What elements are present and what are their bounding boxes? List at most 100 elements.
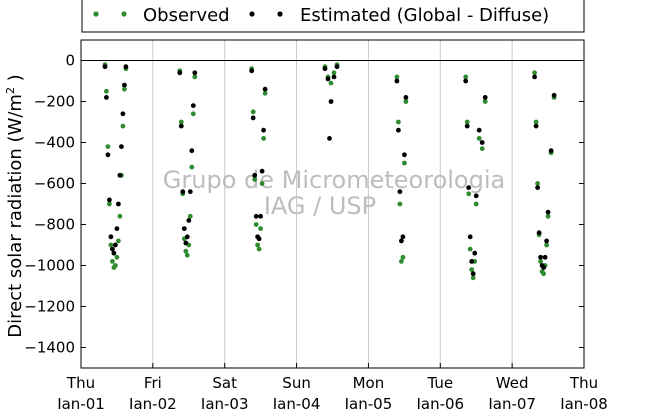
data-point xyxy=(122,82,127,88)
data-point xyxy=(399,238,404,244)
x-tick-label-day: Thu xyxy=(66,374,95,392)
legend: Observed Estimated (Global - Diffuse) xyxy=(81,0,585,33)
data-point xyxy=(535,185,540,191)
data-point xyxy=(114,254,120,260)
series-estimated xyxy=(102,64,557,277)
data-point xyxy=(325,76,331,82)
x-tick-label-date: Jan-06 xyxy=(415,395,464,409)
watermark-line-2: IAG / USP xyxy=(264,192,376,220)
data-point xyxy=(192,74,198,80)
legend-label-observed: Observed xyxy=(143,5,230,26)
watermark: Grupo de Micrometeorologia IAG / USP xyxy=(163,166,505,220)
data-point xyxy=(183,248,189,254)
data-point xyxy=(104,88,109,94)
y-tick-label: −1000 xyxy=(24,257,75,275)
data-point xyxy=(250,109,256,115)
data-point xyxy=(400,254,406,260)
data-point xyxy=(541,265,546,270)
data-point xyxy=(466,191,472,197)
legend-marker-observed xyxy=(93,11,99,17)
data-point xyxy=(328,99,334,104)
data-point xyxy=(472,250,478,256)
data-point xyxy=(544,238,549,244)
data-point xyxy=(190,103,196,108)
x-tick-label-day: Tue xyxy=(426,374,453,392)
x-tick-label-day: Thu xyxy=(569,374,598,392)
data-point xyxy=(532,70,537,76)
x-tick-label-date: Jan-03 xyxy=(200,395,249,409)
data-point xyxy=(113,263,118,268)
y-axis-label-sup: 2 xyxy=(4,87,17,94)
data-point xyxy=(533,123,539,129)
x-tick-label-date: Jan-07 xyxy=(487,395,536,409)
data-point xyxy=(464,123,470,129)
data-point xyxy=(545,209,551,215)
data-point xyxy=(110,259,115,264)
data-point xyxy=(402,152,407,158)
data-point xyxy=(400,234,406,240)
data-point xyxy=(117,213,123,219)
data-point xyxy=(482,99,488,104)
data-point xyxy=(261,136,266,141)
data-point xyxy=(476,136,482,141)
y-axis: 0 −200 −400 −600 −800 −1000 −1200 −1400 xyxy=(24,52,584,357)
y-tick-label: 0 xyxy=(65,52,75,70)
y-tick-label: −800 xyxy=(34,216,75,234)
data-point xyxy=(180,189,186,195)
data-point xyxy=(111,250,117,256)
x-tick-label-date: Jan-02 xyxy=(128,395,177,409)
x-tick-label-date: Jan-08 xyxy=(559,395,608,409)
data-point xyxy=(116,201,121,207)
y-axis-label: Direct solar radiation (W/m2 ) xyxy=(4,74,26,337)
legend-frame xyxy=(81,0,585,33)
x-tick-label-day: Mon xyxy=(353,374,385,392)
data-point xyxy=(394,74,400,80)
data-point xyxy=(476,127,482,133)
data-point xyxy=(479,140,485,145)
grid xyxy=(152,40,513,368)
data-point xyxy=(104,95,109,100)
data-point xyxy=(256,246,262,252)
data-point xyxy=(469,259,475,264)
data-point xyxy=(108,242,114,248)
data-point xyxy=(178,119,184,125)
watermark-line-1: Grupo de Micrometeorologia xyxy=(163,166,505,194)
x-tick-label-day: Sun xyxy=(282,374,311,392)
data-point xyxy=(402,160,407,166)
data-point xyxy=(259,181,265,186)
x-tick-label-date: Jan-01 xyxy=(56,395,105,409)
data-point xyxy=(470,275,476,281)
y-tick-label: −200 xyxy=(34,93,75,111)
data-point xyxy=(463,78,469,84)
data-point xyxy=(544,242,549,248)
data-point xyxy=(397,201,403,207)
legend-marker-estimated xyxy=(277,11,283,17)
data-point xyxy=(189,164,195,170)
data-point xyxy=(403,95,409,100)
y-axis-label-tail: ) xyxy=(5,74,26,87)
data-point xyxy=(479,146,485,152)
data-point xyxy=(102,64,108,70)
data-point xyxy=(545,213,551,219)
data-point xyxy=(548,148,554,154)
plot-frame xyxy=(80,39,585,369)
data-point xyxy=(328,80,334,86)
y-axis-label-main: Direct solar radiation (W/m xyxy=(5,94,26,338)
data-point xyxy=(473,193,479,199)
data-point xyxy=(327,136,332,141)
x-tick-label-day: Wed xyxy=(496,374,529,392)
data-point xyxy=(252,177,258,182)
data-point xyxy=(122,86,127,92)
data-point xyxy=(542,254,548,260)
data-point xyxy=(190,111,196,117)
data-point xyxy=(117,172,123,178)
data-point xyxy=(261,127,266,133)
data-point xyxy=(189,148,195,154)
data-point xyxy=(110,246,115,252)
data-point xyxy=(259,168,265,174)
data-point xyxy=(187,213,193,219)
data-point xyxy=(181,226,187,232)
data-point xyxy=(538,259,543,264)
data-point xyxy=(105,144,111,150)
